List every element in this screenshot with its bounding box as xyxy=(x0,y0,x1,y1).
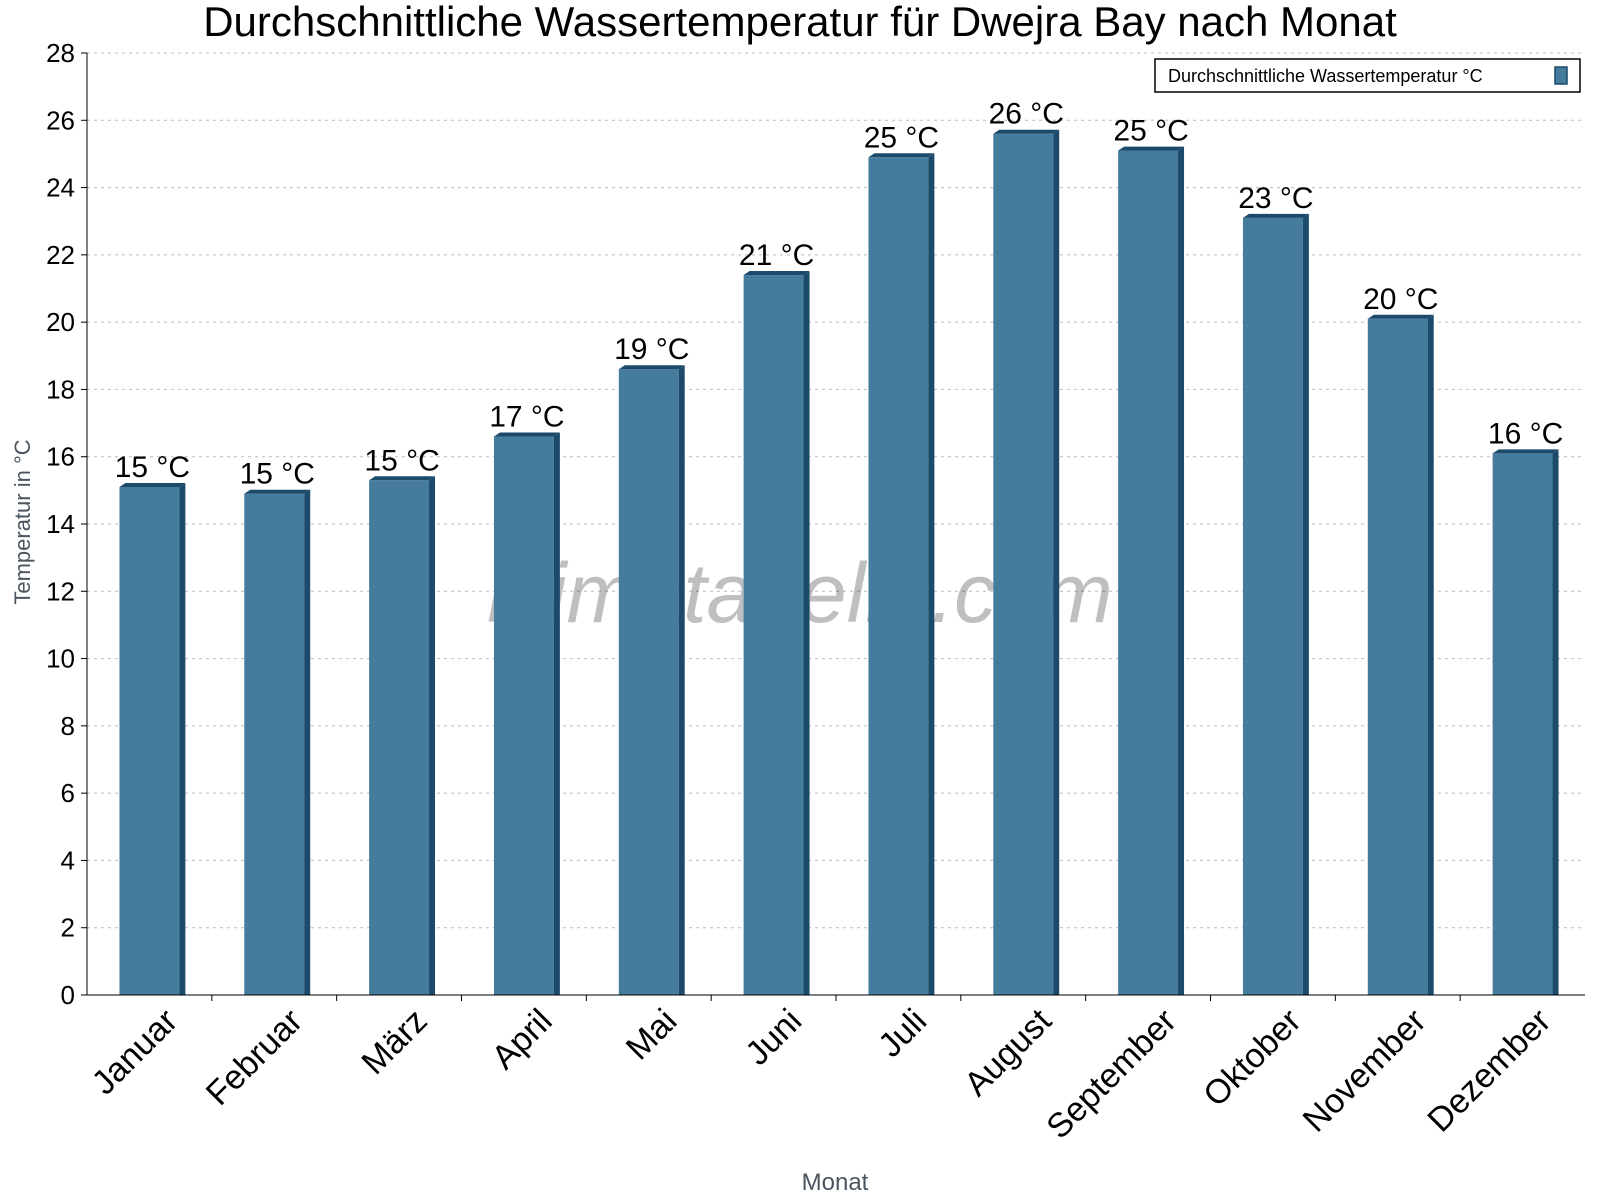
bar-side xyxy=(1053,129,1060,995)
bar-top xyxy=(618,365,685,370)
data-label: 20 °C xyxy=(1363,283,1438,316)
data-label: 17 °C xyxy=(489,401,564,434)
bar-side xyxy=(304,489,311,995)
y-tick-label: 12 xyxy=(46,576,75,606)
bar-top xyxy=(743,271,810,276)
bar-side xyxy=(1302,213,1309,996)
x-tick-label: Juli xyxy=(871,1002,934,1065)
legend: Durchschnittliche Wassertemperatur °C xyxy=(1154,58,1581,93)
bar-side xyxy=(1178,146,1185,996)
x-tick-label: Januar xyxy=(85,1002,185,1102)
data-label: 15 °C xyxy=(240,458,315,491)
x-tick-label: Dezember xyxy=(1420,1002,1558,1140)
bar-side xyxy=(553,432,560,995)
x-axis-label: Monat xyxy=(802,1169,869,1196)
chart-title: Durchschnittliche Wassertemperatur für D… xyxy=(203,0,1397,45)
y-tick-label: 22 xyxy=(46,240,75,270)
x-tick-label: September xyxy=(1039,1002,1183,1146)
x-tick-label: Februar xyxy=(199,1002,310,1113)
bar xyxy=(1492,453,1553,996)
bar xyxy=(618,369,679,995)
bar xyxy=(244,493,305,995)
data-label: 15 °C xyxy=(115,451,190,484)
y-axis-label: Temperatur in °C xyxy=(10,439,35,604)
y-tick-label: 2 xyxy=(61,913,75,943)
y-tick-label: 10 xyxy=(46,644,75,674)
y-tick-label: 20 xyxy=(46,307,75,337)
data-label: 26 °C xyxy=(989,98,1064,131)
bar-top xyxy=(868,153,935,158)
y-tick-label: 28 xyxy=(46,38,75,68)
y-tick-label: 14 xyxy=(46,509,75,539)
bar xyxy=(119,486,180,995)
bar-side xyxy=(928,153,935,996)
bar-top xyxy=(369,476,436,481)
bar xyxy=(868,157,929,996)
x-tick-label: Oktober xyxy=(1196,1002,1308,1114)
bar-top xyxy=(1118,146,1185,151)
bar xyxy=(743,275,804,995)
legend-label: Durchschnittliche Wassertemperatur °C xyxy=(1168,66,1483,86)
bar-side xyxy=(1552,449,1559,996)
bar-top xyxy=(1367,314,1434,319)
data-label: 19 °C xyxy=(614,333,689,366)
x-tick-label: Mai xyxy=(619,1002,685,1068)
bar-top xyxy=(1492,449,1559,454)
x-tick-label: Juni xyxy=(738,1002,809,1073)
bar-side xyxy=(429,476,436,995)
bar-top xyxy=(493,432,560,437)
bar-side xyxy=(678,365,685,995)
y-tick-label: 0 xyxy=(61,980,75,1010)
legend-swatch xyxy=(1554,66,1568,85)
bar xyxy=(493,436,554,995)
y-tick-label: 16 xyxy=(46,442,75,472)
data-label: 16 °C xyxy=(1488,417,1563,450)
bar xyxy=(1367,318,1428,995)
bar xyxy=(993,133,1054,995)
bar xyxy=(1118,150,1179,996)
bar-side xyxy=(1427,314,1434,995)
bar xyxy=(1242,217,1303,996)
bar xyxy=(369,480,430,995)
data-label: 23 °C xyxy=(1238,182,1313,215)
y-tick-label: 26 xyxy=(46,105,75,135)
bar-top xyxy=(993,129,1060,134)
bar-side xyxy=(803,271,810,995)
bar-side xyxy=(179,482,186,995)
bar-top xyxy=(244,489,311,494)
data-label: 15 °C xyxy=(364,444,439,477)
y-tick-label: 6 xyxy=(61,778,75,808)
x-tick-label: März xyxy=(354,1002,434,1082)
data-label: 25 °C xyxy=(1113,115,1188,148)
y-tick-label: 4 xyxy=(61,845,75,875)
bar-top xyxy=(1242,213,1309,218)
x-tick-label: April xyxy=(485,1002,560,1077)
y-tick-label: 8 xyxy=(61,711,75,741)
data-label: 21 °C xyxy=(739,239,814,272)
data-label: 25 °C xyxy=(864,121,939,154)
bar-top xyxy=(119,482,186,487)
x-tick-label: August xyxy=(957,1001,1059,1103)
y-tick-label: 18 xyxy=(46,374,75,404)
x-tick-label: November xyxy=(1296,1002,1434,1140)
y-tick-label: 24 xyxy=(46,173,75,203)
